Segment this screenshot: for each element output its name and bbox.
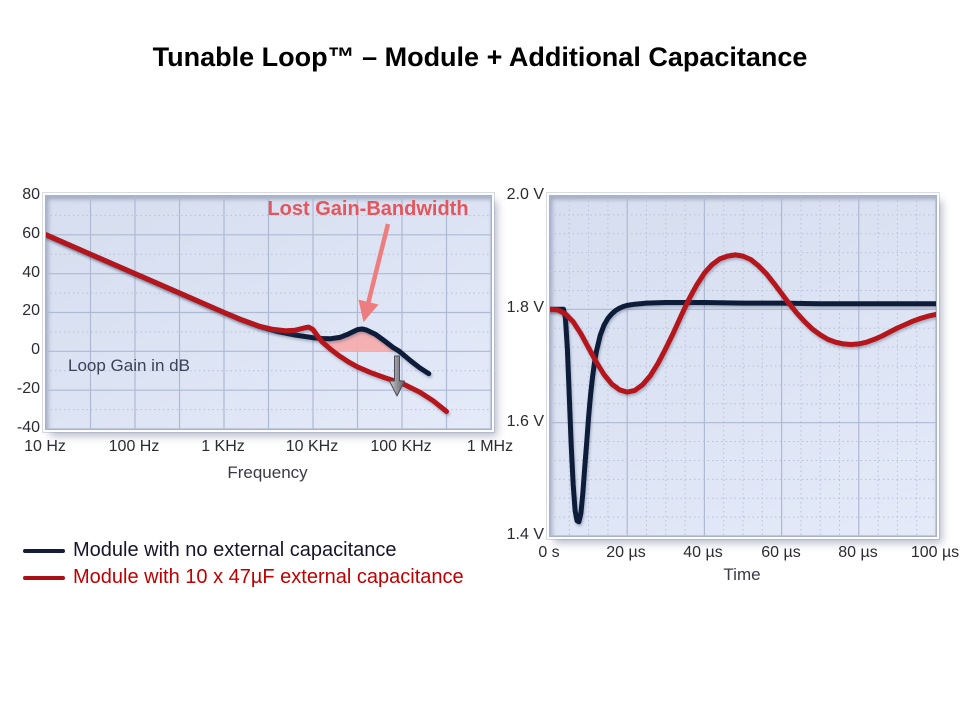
x-tick: 20 µs bbox=[606, 544, 646, 561]
x-axis-title-time: Time bbox=[723, 565, 761, 584]
lost-gain-bandwidth-arrow-icon bbox=[358, 223, 391, 323]
legend-item-no-cap: Module with no external capacitance bbox=[23, 537, 464, 564]
y-tick: 80 bbox=[22, 186, 40, 203]
y-tick: -40 bbox=[16, 419, 40, 436]
y-tick: 2.0 V bbox=[506, 186, 544, 203]
x-tick: 100 KHz bbox=[370, 438, 432, 455]
y-tick: -20 bbox=[16, 380, 40, 397]
y-tick: 0 bbox=[31, 341, 40, 358]
x-axis-title-frequency: Frequency bbox=[227, 463, 308, 482]
y-tick: 20 bbox=[22, 302, 40, 319]
x-tick: 1 MHz bbox=[466, 438, 514, 455]
transient-plot-area bbox=[549, 195, 937, 537]
x-tick: 40 µs bbox=[683, 544, 723, 561]
y-tick: 1.6 V bbox=[506, 413, 544, 430]
x-tick: 0 s bbox=[538, 544, 560, 561]
y-tick: 1.8 V bbox=[506, 299, 544, 316]
y-tick: 40 bbox=[22, 264, 40, 281]
x-tick: 100 µs bbox=[910, 544, 960, 561]
x-tick: 10 Hz bbox=[24, 438, 66, 455]
lost-gain-bandwidth-label: Lost Gain-Bandwidth bbox=[267, 198, 469, 220]
legend-item-ext-cap: Module with 10 x 47µF external capacitan… bbox=[23, 564, 464, 591]
gain-drop-arrow-icon bbox=[389, 355, 405, 397]
page-title: Tunable Loop™ – Module + Additional Capa… bbox=[152, 42, 808, 72]
legend-line-swatch-navy bbox=[23, 548, 65, 553]
x-tick: 10 KHz bbox=[285, 438, 339, 455]
y-tick: 1.4 V bbox=[506, 526, 544, 543]
legend: Module with no external capacitance Modu… bbox=[23, 537, 464, 591]
legend-label: Module with no external capacitance bbox=[73, 539, 397, 561]
loop-gain-plot-svg bbox=[46, 196, 491, 429]
loop-gain-units-label: Loop Gain in dB bbox=[68, 356, 190, 375]
x-tick: 60 µs bbox=[761, 544, 801, 561]
x-tick: 80 µs bbox=[838, 544, 878, 561]
x-tick: 100 Hz bbox=[108, 438, 160, 455]
legend-line-swatch-red bbox=[23, 575, 65, 580]
legend-label: Module with 10 x 47µF external capacitan… bbox=[73, 566, 464, 588]
x-tick: 1 KHz bbox=[201, 438, 245, 455]
transient-plot-svg bbox=[550, 196, 936, 536]
loop-gain-plot-area: Loop Gain in dB bbox=[45, 195, 492, 430]
y-tick: 60 bbox=[22, 225, 40, 242]
